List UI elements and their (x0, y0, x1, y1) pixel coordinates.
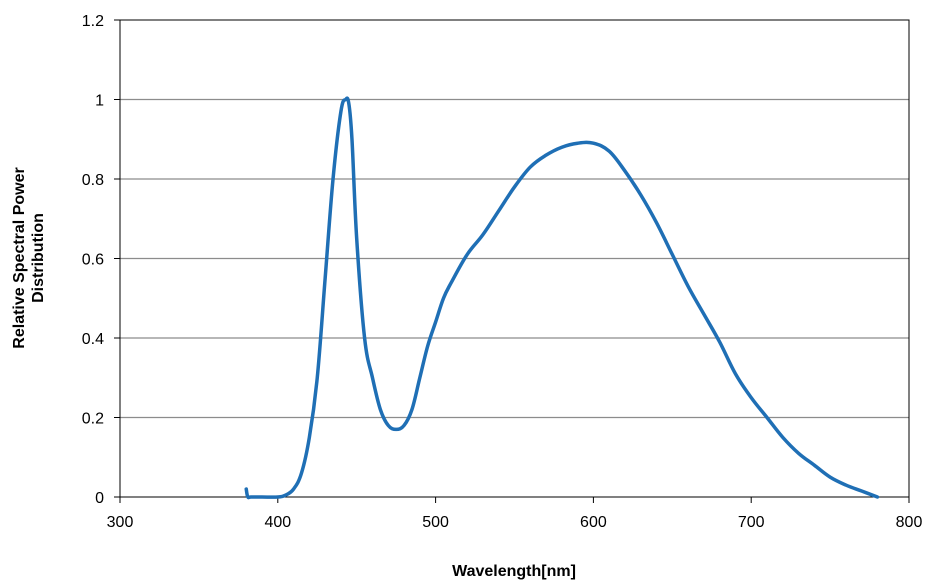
x-tick-label: 700 (738, 514, 765, 531)
y-tick-label: 1 (95, 93, 104, 110)
series-line-0 (244, 96, 880, 500)
tick-labels: 0 0.2 0.4 0.6 0.8 1 1.2 300 400 500 600 700 800 (82, 13, 923, 531)
x-tick-label: 600 (580, 514, 607, 531)
x-tick-label: 400 (264, 514, 291, 531)
x-axis-title: Wavelength[nm] (452, 563, 576, 580)
y-tick-label: 0.4 (82, 331, 104, 348)
axes (114, 19, 910, 503)
y-tick-label: 0.6 (82, 252, 104, 269)
grid-lines (120, 98, 909, 419)
y-tick-label: 0.2 (82, 411, 104, 428)
x-tick-label: 800 (896, 514, 923, 531)
x-tick-label: 300 (107, 514, 134, 531)
x-tick-label: 500 (422, 514, 449, 531)
y-tick-label: 0.8 (82, 172, 104, 189)
y-axis-title-line2: Distribution (30, 213, 47, 303)
y-axis-title-line1: Relative Spectral Power (11, 167, 28, 348)
y-tick-label: 1.2 (82, 13, 104, 30)
series-layer (244, 96, 880, 500)
y-tick-label: 0 (95, 490, 104, 507)
